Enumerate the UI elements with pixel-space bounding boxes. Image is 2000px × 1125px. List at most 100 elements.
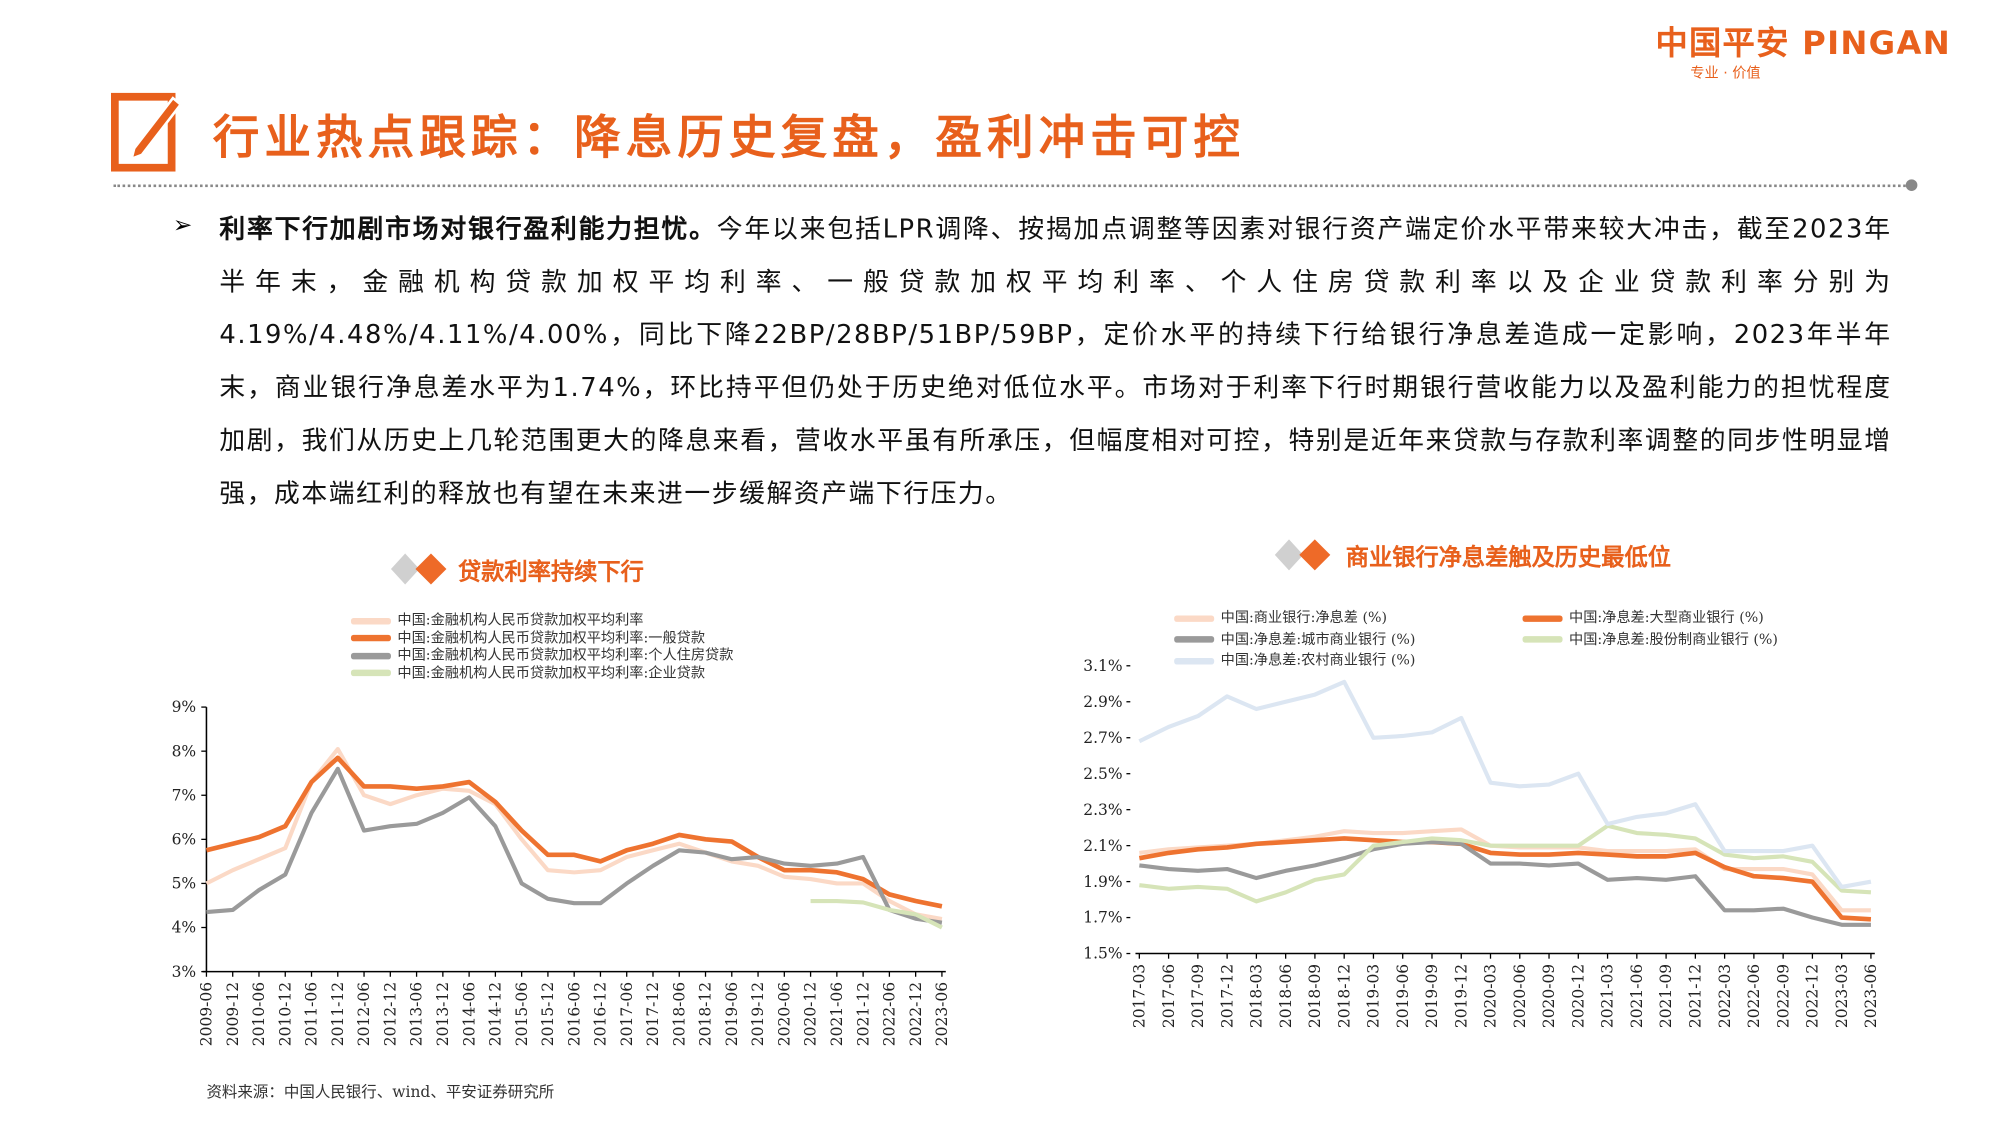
x-tick-label: 2022-12 xyxy=(1804,964,1822,1028)
legend-label: 中国:商业银行:净息差 (%) xyxy=(1220,609,1388,626)
bullet-arrow-icon: ➢ xyxy=(172,211,193,239)
legend-label: 中国:金融机构人民币贷款加权平均利率:企业贷款 xyxy=(397,663,706,681)
x-tick-label: 2019-09 xyxy=(1423,964,1441,1028)
x-tick-label: 2018-06 xyxy=(670,982,688,1046)
x-tick-label: 2023-03 xyxy=(1833,964,1851,1028)
series-line-3 xyxy=(810,898,943,930)
legend-swatch xyxy=(1522,636,1563,643)
y-tick-label: 8% xyxy=(172,742,197,760)
x-tick-label: 2018-09 xyxy=(1306,964,1324,1028)
legend-label: 中国:金融机构人民币贷款加权平均利率 xyxy=(397,611,644,629)
x-tick-label: 2009-12 xyxy=(224,982,242,1046)
x-tick-label: 2010-06 xyxy=(250,982,268,1046)
slogan: 专业 · 价值 xyxy=(1690,64,1761,82)
series-line-2 xyxy=(1139,839,1871,927)
y-tick-label: 2.9% xyxy=(1083,693,1122,711)
series-line-1 xyxy=(205,755,943,909)
x-tick-label: 2023-06 xyxy=(1862,964,1880,1028)
x-tick-label: 2021-06 xyxy=(828,982,846,1046)
legend-nim-col2: 中国:净息差:大型商业银行 (%) 中国:净息差:股份制商业银行 (%) xyxy=(1522,608,1778,651)
divider xyxy=(113,184,1910,188)
x-tick-label: 2020-09 xyxy=(1540,964,1558,1028)
series-line-0 xyxy=(205,746,943,922)
y-tick-label: 1.7% xyxy=(1083,909,1122,927)
edit-pencil-icon xyxy=(110,92,181,172)
x-tick-label: 2020-06 xyxy=(1511,964,1529,1028)
page-title: 行业热点跟踪：降息历史复盘，盈利冲击可控 xyxy=(212,110,1246,166)
x-tick-label: 2012-06 xyxy=(355,982,373,1046)
legend-label: 中国:净息差:城市商业银行 (%) xyxy=(1220,630,1416,648)
x-tick-label: 2017-09 xyxy=(1189,964,1207,1028)
x-tick-label: 2015-06 xyxy=(513,982,531,1046)
x-tick-label: 2012-12 xyxy=(381,982,399,1046)
source-note: 资料来源：中国人民银行、wind、平安证券研究所 xyxy=(206,1082,555,1101)
x-tick-label: 2018-12 xyxy=(697,982,715,1046)
x-tick-label: 2020-12 xyxy=(1569,964,1587,1028)
x-tick-label: 2019-03 xyxy=(1365,964,1383,1028)
legend-swatch xyxy=(350,652,391,659)
legend-label: 中国:净息差:农村商业银行 (%) xyxy=(1220,651,1416,669)
series-line-3 xyxy=(1139,823,1872,904)
y-tick-label: 7% xyxy=(172,786,197,804)
legend-swatch xyxy=(350,634,391,642)
x-tick-label: 2023-06 xyxy=(933,982,951,1046)
legend-swatch xyxy=(1522,614,1563,622)
x-tick-label: 2009-06 xyxy=(198,982,216,1046)
legend-loan-rates: 中国:金融机构人民币贷款加权平均利率 中国:金融机构人民币贷款加权平均利率:一般… xyxy=(350,611,733,682)
x-tick-label: 2014-12 xyxy=(487,982,505,1046)
legend-item: 中国:商业银行:净息差 (%) xyxy=(1174,608,1415,629)
x-tick-label: 2022-06 xyxy=(881,982,899,1046)
legend-swatch xyxy=(1174,614,1215,622)
x-tick-label: 2018-12 xyxy=(1335,964,1353,1028)
x-tick-label: 2013-06 xyxy=(408,982,426,1046)
x-tick-label: 2022-03 xyxy=(1716,964,1734,1028)
x-tick-label: 2016-06 xyxy=(565,982,583,1046)
x-tick-label: 2018-03 xyxy=(1248,964,1266,1028)
x-tick-label: 2021-12 xyxy=(1687,964,1705,1028)
legend-item: 中国:净息差:股份制商业银行 (%) xyxy=(1522,629,1778,650)
legend-label: 中国:金融机构人民币贷款加权平均利率:一般贷款 xyxy=(397,629,706,646)
x-tick-label: 2021-12 xyxy=(854,982,872,1046)
y-tick-label: 3% xyxy=(172,963,197,981)
legend-label: 中国:净息差:股份制商业银行 (%) xyxy=(1569,630,1778,648)
x-tick-label: 2019-06 xyxy=(723,982,741,1046)
x-tick-label: 2020-03 xyxy=(1482,964,1500,1028)
legend-label: 中国:净息差:大型商业银行 (%) xyxy=(1569,609,1764,626)
x-tick-label: 2013-12 xyxy=(434,982,452,1046)
x-tick-label: 2019-06 xyxy=(1394,964,1412,1028)
x-tick-label: 2014-06 xyxy=(460,982,478,1046)
x-tick-label: 2011-12 xyxy=(329,982,347,1046)
x-tick-label: 2011-06 xyxy=(303,982,321,1046)
diamond-icon xyxy=(390,553,447,585)
legend-nim: 中国:商业银行:净息差 (%) 中国:净息差:城市商业银行 (%) 中国:净息差… xyxy=(1174,608,1415,672)
y-tick-label: 2.7% xyxy=(1083,729,1122,747)
y-tick-label: 2.1% xyxy=(1083,837,1122,855)
x-tick-label: 2019-12 xyxy=(749,982,767,1046)
legend-item: 中国:金融机构人民币贷款加权平均利率 xyxy=(350,611,733,629)
chart-title-nim: 商业银行净息差触及历史最低位 xyxy=(1345,544,1671,572)
y-tick-label: 3.1% xyxy=(1083,657,1122,675)
x-tick-label: 2017-06 xyxy=(1160,964,1178,1028)
x-tick-label: 2022-06 xyxy=(1745,964,1763,1028)
series-line-4 xyxy=(1138,679,1872,890)
x-tick-label: 2019-12 xyxy=(1452,964,1470,1028)
x-tick-label: 2022-12 xyxy=(907,982,925,1046)
y-tick-label: 4% xyxy=(172,919,197,937)
chart-title-loan-rates: 贷款利率持续下行 xyxy=(458,558,644,586)
legend-item: 中国:金融机构人民币贷款加权平均利率:企业贷款 xyxy=(350,663,733,681)
x-tick-label: 2022-09 xyxy=(1774,964,1792,1028)
x-tick-label: 2017-03 xyxy=(1130,964,1148,1028)
x-tick-label: 2020-06 xyxy=(775,982,793,1046)
y-tick-label: 9% xyxy=(172,698,197,716)
y-tick-label: 2.5% xyxy=(1083,765,1122,783)
x-tick-label: 2018-06 xyxy=(1277,964,1295,1028)
x-tick-label: 2020-12 xyxy=(802,982,820,1046)
legend-item: 中国:净息差:农村商业银行 (%) xyxy=(1174,650,1415,671)
y-tick-label: 6% xyxy=(172,831,197,849)
y-tick-label: 1.5% xyxy=(1083,945,1122,963)
x-tick-label: 2016-12 xyxy=(592,982,610,1046)
x-tick-label: 2021-03 xyxy=(1599,964,1617,1028)
